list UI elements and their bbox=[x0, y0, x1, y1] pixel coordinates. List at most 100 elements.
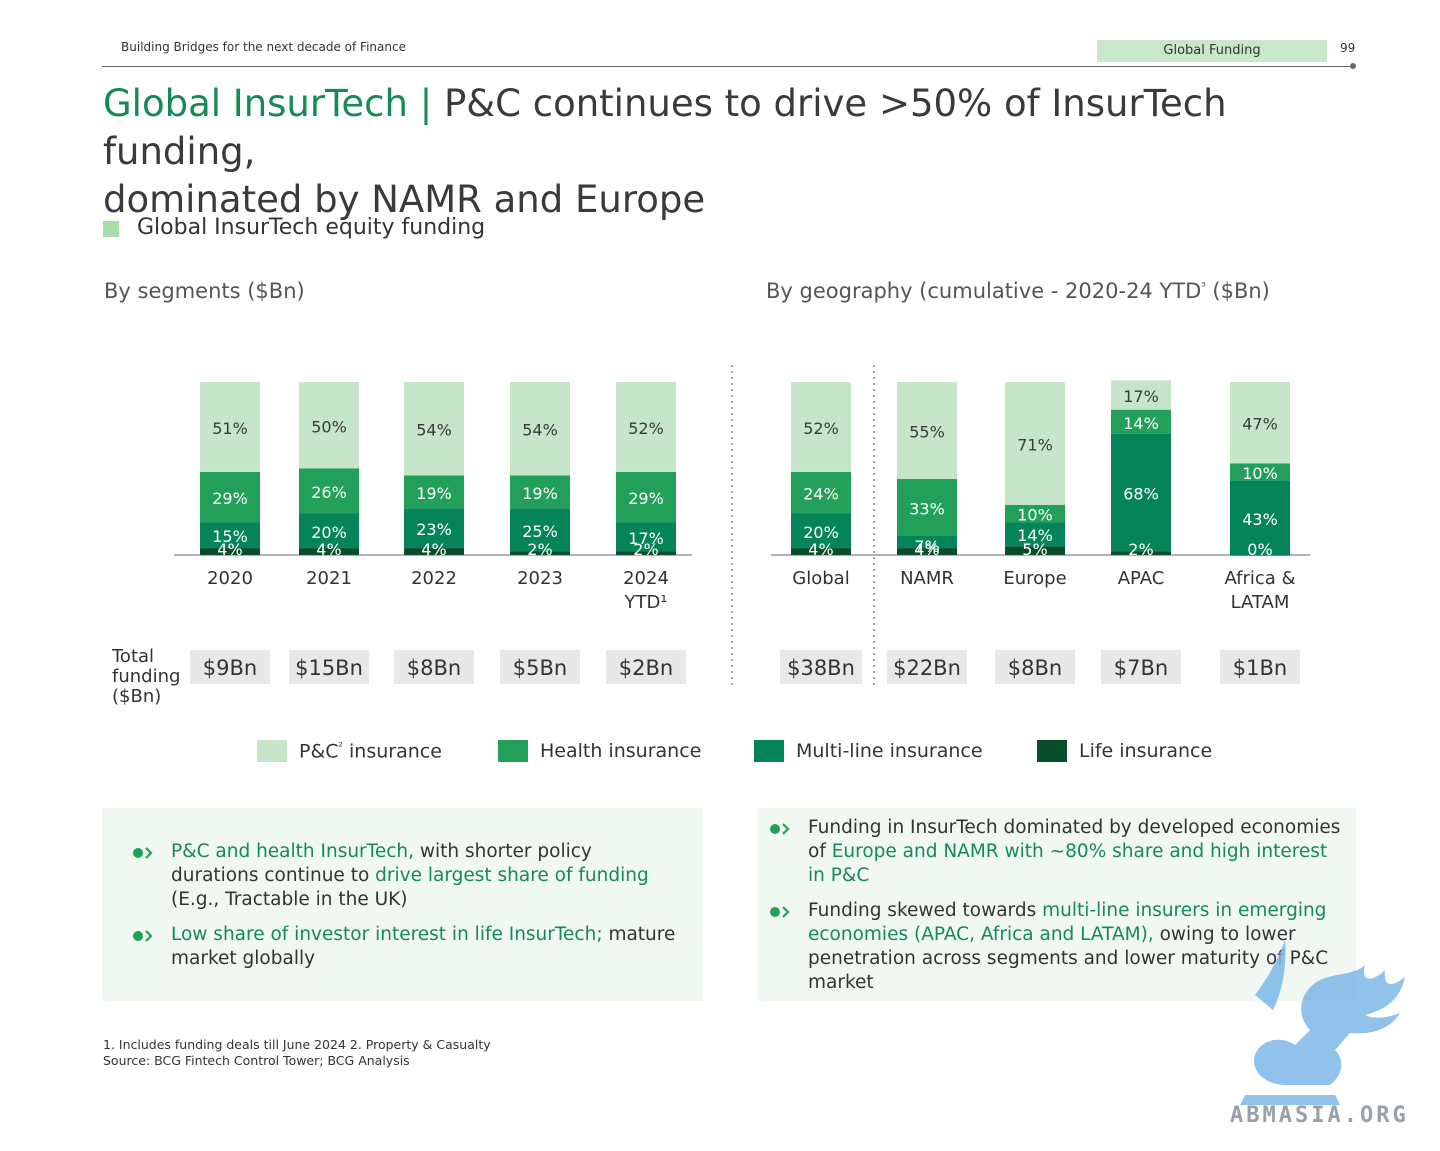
bar-label-0-4-health: 29% bbox=[628, 489, 664, 508]
category-label-0-0: 2020 bbox=[207, 568, 253, 589]
bar-0-2-multiline bbox=[404, 508, 464, 549]
bar-0-1-health bbox=[299, 468, 359, 514]
total-box-0-1 bbox=[289, 650, 369, 684]
header-rule bbox=[102, 66, 1356, 67]
category-label-0-2: 2022 bbox=[411, 568, 457, 589]
total-value-1-1: $22Bn bbox=[893, 656, 961, 680]
footnotes: 1. Includes funding deals till June 2024… bbox=[103, 1037, 491, 1069]
legend-item-life: Life insurance bbox=[1037, 738, 1212, 764]
total-value-0-4: $2Bn bbox=[619, 656, 673, 680]
total-value-0-2: $8Bn bbox=[407, 656, 461, 680]
insight-right-1-text: Funding in InsurTech dominated by develo… bbox=[808, 817, 1341, 886]
bar-label-0-3-health: 19% bbox=[522, 484, 558, 503]
bar-1-2-life bbox=[1005, 546, 1065, 555]
bar-1-1-life bbox=[897, 548, 957, 555]
bar-0-4-pc bbox=[616, 382, 676, 472]
bar-1-3-health bbox=[1111, 409, 1171, 434]
legend-swatch-health bbox=[498, 740, 528, 762]
footnote-line-1: 1. Includes funding deals till June 2024… bbox=[103, 1037, 491, 1052]
category-label-1-4: Africa & bbox=[1224, 568, 1295, 589]
bar-label-0-0-health: 29% bbox=[212, 489, 248, 508]
bar-label-0-2-health: 19% bbox=[416, 484, 452, 503]
legend-label-life: Life insurance bbox=[1079, 740, 1213, 762]
total-value-0-1: $15Bn bbox=[295, 656, 363, 680]
total-box-1-1 bbox=[887, 650, 967, 684]
bar-1-2-health bbox=[1005, 504, 1065, 523]
bar-1-1-multiline bbox=[897, 535, 957, 549]
section-label: Global InsurTech equity funding bbox=[137, 215, 486, 240]
total-box-1-2 bbox=[995, 650, 1075, 684]
bar-label-0-0-life: 4% bbox=[217, 540, 242, 559]
bar-1-0-multiline bbox=[791, 513, 851, 549]
insights-left-box: P&C and health InsurTech, with shorter p… bbox=[102, 808, 703, 1001]
category-label-1-3: APAC bbox=[1118, 568, 1165, 589]
bar-label-1-0-health: 24% bbox=[803, 485, 839, 504]
legend-label-multiline: Multi-line insurance bbox=[796, 740, 983, 762]
chart-geography-title: By geography (cumulative - 2020-24 YTD³ … bbox=[766, 279, 1270, 303]
page-number: 99 bbox=[1340, 41, 1356, 55]
bar-label-1-4-life: 0% bbox=[1247, 540, 1272, 559]
category-label-0-4: 2024 bbox=[623, 568, 669, 589]
bar-label-1-2-multiline: 14% bbox=[1017, 526, 1053, 545]
bar-1-4-life bbox=[1230, 555, 1290, 556]
bar-label-1-2-pc: 71% bbox=[1017, 435, 1053, 454]
page-title: Global InsurTech | P&C continues to driv… bbox=[103, 80, 1353, 224]
legend-item-pc: P&C² insurance bbox=[257, 738, 442, 764]
title-separator: | bbox=[419, 82, 433, 125]
bar-label-1-3-pc: 17% bbox=[1123, 387, 1159, 406]
bar-label-0-1-health: 26% bbox=[311, 483, 347, 502]
category-label-1-0: Global bbox=[792, 568, 849, 589]
bar-0-0-health bbox=[200, 471, 260, 523]
bar-1-1-pc bbox=[897, 382, 957, 479]
bar-0-1-multiline bbox=[299, 513, 359, 549]
total-box-1-0 bbox=[780, 650, 862, 684]
chart-segments-title: By segments ($Bn) bbox=[104, 279, 305, 303]
bar-0-4-health bbox=[616, 471, 676, 523]
bar-label-1-0-pc: 52% bbox=[803, 419, 839, 438]
bar-0-2-life bbox=[404, 548, 464, 555]
category-label-1-1: NAMR bbox=[900, 568, 954, 589]
bar-label-0-3-multiline: 25% bbox=[522, 522, 558, 541]
bullet-arrow-icon bbox=[770, 906, 790, 918]
insight-left-1-text: P&C and health InsurTech, with shorter p… bbox=[171, 841, 649, 910]
footnote-source: Source: BCG Fintech Control Tower; BCG A… bbox=[103, 1053, 410, 1068]
title-main-line1: P&C continues to drive >50% of InsurTech… bbox=[103, 82, 1227, 173]
insight-left-1: P&C and health InsurTech, with shorter p… bbox=[132, 840, 677, 912]
bar-1-3-life bbox=[1111, 551, 1171, 555]
bar-label-1-3-life: 2% bbox=[1128, 540, 1153, 559]
bar-label-0-0-multiline: 15% bbox=[212, 527, 248, 546]
category-label-0-3: 2023 bbox=[517, 568, 563, 589]
legend-swatch-pc bbox=[257, 740, 287, 762]
total-funding-label: Total funding ($Bn) bbox=[112, 646, 181, 707]
bar-label-0-3-pc: 54% bbox=[522, 421, 558, 440]
bar-label-0-1-pc: 50% bbox=[311, 417, 347, 436]
bar-label-1-4-multiline: 43% bbox=[1242, 510, 1278, 529]
bar-0-3-life bbox=[510, 551, 570, 555]
bar-0-2-pc bbox=[404, 382, 464, 476]
bar-label-1-3-health: 14% bbox=[1123, 414, 1159, 433]
total-value-1-2: $8Bn bbox=[1008, 656, 1062, 680]
bar-label-1-1-multiline: 7% bbox=[914, 537, 939, 556]
total-box-1-3 bbox=[1101, 650, 1181, 684]
header-section-tag: Global Funding bbox=[1097, 40, 1327, 62]
bar-label-1-1-pc: 55% bbox=[909, 422, 945, 441]
charts-svg: 4%15%29%51%2020$9Bn4%20%26%50%2021$15Bn4… bbox=[174, 365, 1310, 685]
bar-label-1-4-pc: 47% bbox=[1242, 415, 1278, 434]
category-label-1-2: Europe bbox=[1003, 568, 1066, 589]
bar-0-2-health bbox=[404, 475, 464, 509]
total-box-1-4 bbox=[1220, 650, 1300, 684]
legend-item-health: Health insurance bbox=[498, 738, 701, 764]
legend: P&C² insurance Health insurance Multi-li… bbox=[0, 738, 1440, 766]
insight-right-2: Funding skewed towards multi-line insure… bbox=[769, 899, 1344, 995]
griffin-logo-icon bbox=[1240, 940, 1405, 1105]
insight-left-2: Low share of investor interest in life I… bbox=[132, 923, 677, 971]
bullet-arrow-icon bbox=[133, 847, 153, 859]
bar-1-4-pc bbox=[1230, 382, 1290, 464]
legend-label-pc: P&C² insurance bbox=[299, 739, 442, 763]
header-rule-dot bbox=[1350, 63, 1356, 69]
insight-right-1: Funding in InsurTech dominated by develo… bbox=[769, 816, 1344, 888]
bar-label-1-2-life: 5% bbox=[1022, 540, 1047, 559]
bar-label-1-3-multiline: 68% bbox=[1123, 485, 1159, 504]
legend-label-health: Health insurance bbox=[540, 740, 702, 762]
bar-label-1-0-multiline: 20% bbox=[803, 523, 839, 542]
